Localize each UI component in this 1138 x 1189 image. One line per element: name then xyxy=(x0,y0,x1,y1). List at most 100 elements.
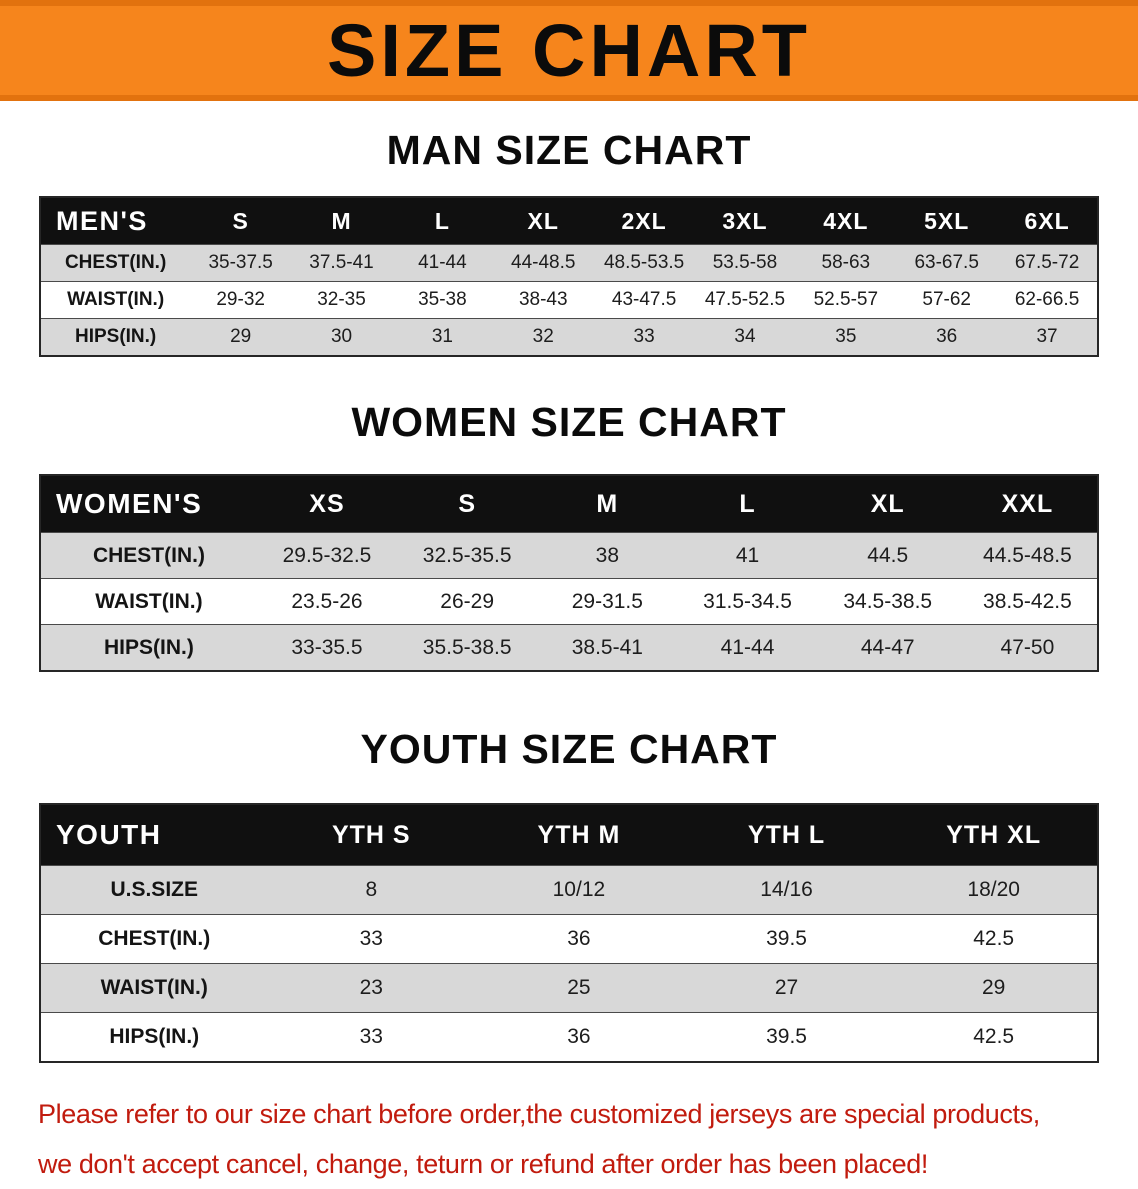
youth-header-row: YOUTH YTH S YTH M YTH L YTH XL xyxy=(40,803,1098,866)
cell: 48.5-53.5 xyxy=(593,244,695,282)
cell: 33 xyxy=(593,318,695,357)
cell: 38.5-42.5 xyxy=(957,578,1098,625)
cell: 32 xyxy=(492,318,594,357)
cell: 36 xyxy=(896,318,998,357)
youth-table-corner-label: YOUTH xyxy=(40,803,268,866)
column-header: L xyxy=(677,474,818,533)
row-label: HIPS(IN.) xyxy=(40,318,191,357)
row-label: CHEST(IN.) xyxy=(40,244,191,282)
women-size-table: WOMEN'S XS S M L XL XXL CHEST(IN.) 29.5-… xyxy=(39,474,1099,672)
column-header: 3XL xyxy=(694,196,796,245)
women-hips-row: HIPS(IN.) 33-35.5 35.5-38.5 38.5-41 41-4… xyxy=(40,624,1098,672)
cell: 31.5-34.5 xyxy=(677,578,818,625)
column-header: M xyxy=(537,474,678,533)
cell: 18/20 xyxy=(890,865,1098,915)
column-header: S xyxy=(190,196,292,245)
cell: 44-47 xyxy=(817,624,958,672)
column-header: YTH S xyxy=(267,803,476,866)
cell: 44-48.5 xyxy=(492,244,594,282)
cell: 37 xyxy=(997,318,1098,357)
cell: 33 xyxy=(267,1012,476,1063)
women-chest-row: CHEST(IN.) 29.5-32.5 32.5-35.5 38 41 44.… xyxy=(40,532,1098,579)
cell: 38-43 xyxy=(492,281,594,319)
row-label: HIPS(IN.) xyxy=(40,624,257,672)
men-size-table: MEN'S S M L XL 2XL 3XL 4XL 5XL 6XL CHEST… xyxy=(39,196,1099,357)
column-header: XXL xyxy=(957,474,1098,533)
cell: 35-37.5 xyxy=(190,244,292,282)
cell: 25 xyxy=(475,963,683,1013)
cell: 38 xyxy=(537,532,678,579)
cell: 10/12 xyxy=(475,865,683,915)
cell: 52.5-57 xyxy=(795,281,897,319)
row-label: WAIST(IN.) xyxy=(40,578,257,625)
cell: 41-44 xyxy=(391,244,493,282)
cell: 8 xyxy=(267,865,476,915)
column-header: XS xyxy=(256,474,398,533)
youth-section: YOUTH SIZE CHART YOUTH YTH S YTH M YTH L… xyxy=(0,726,1138,1063)
row-label: U.S.SIZE xyxy=(40,865,268,915)
cell: 53.5-58 xyxy=(694,244,796,282)
cell: 39.5 xyxy=(682,914,891,964)
cell: 42.5 xyxy=(890,1012,1098,1063)
cell: 35.5-38.5 xyxy=(397,624,538,672)
cell: 44.5 xyxy=(817,532,958,579)
row-label: CHEST(IN.) xyxy=(40,914,268,964)
women-table-corner-label: WOMEN'S xyxy=(40,474,257,533)
cell: 41 xyxy=(677,532,818,579)
notice-line-2: we don't accept cancel, change, teturn o… xyxy=(38,1149,928,1179)
column-header: S xyxy=(397,474,538,533)
row-label: HIPS(IN.) xyxy=(40,1012,268,1063)
column-header: 2XL xyxy=(593,196,695,245)
cell: 47.5-52.5 xyxy=(694,281,796,319)
cell: 27 xyxy=(682,963,891,1013)
youth-hips-row: HIPS(IN.) 33 36 39.5 42.5 xyxy=(40,1012,1098,1063)
column-header: M xyxy=(291,196,392,245)
cell: 33 xyxy=(267,914,476,964)
men-hips-row: HIPS(IN.) 29 30 31 32 33 34 35 36 37 xyxy=(40,318,1098,357)
cell: 58-63 xyxy=(795,244,897,282)
row-label: WAIST(IN.) xyxy=(40,281,191,319)
men-header-row: MEN'S S M L XL 2XL 3XL 4XL 5XL 6XL xyxy=(40,196,1098,245)
cell: 31 xyxy=(391,318,493,357)
cell: 26-29 xyxy=(397,578,538,625)
cell: 29 xyxy=(190,318,292,357)
cell: 67.5-72 xyxy=(997,244,1098,282)
cell: 32.5-35.5 xyxy=(397,532,538,579)
cell: 38.5-41 xyxy=(537,624,678,672)
column-header: 5XL xyxy=(896,196,998,245)
column-header: XL xyxy=(492,196,594,245)
notice-line-1: Please refer to our size chart before or… xyxy=(38,1099,1040,1129)
youth-section-heading: YOUTH SIZE CHART xyxy=(360,726,778,772)
cell: 62-66.5 xyxy=(997,281,1098,319)
cell: 29.5-32.5 xyxy=(256,532,398,579)
cell: 29 xyxy=(890,963,1098,1013)
cell: 34 xyxy=(694,318,796,357)
cell: 23.5-26 xyxy=(256,578,398,625)
cell: 39.5 xyxy=(682,1012,891,1063)
column-header: 4XL xyxy=(795,196,897,245)
cell: 35-38 xyxy=(391,281,493,319)
cell: 57-62 xyxy=(896,281,998,319)
youth-chest-row: CHEST(IN.) 33 36 39.5 42.5 xyxy=(40,914,1098,964)
column-header: 6XL xyxy=(997,196,1098,245)
women-section: WOMEN SIZE CHART WOMEN'S XS S M L XL XXL… xyxy=(0,399,1138,672)
cell: 41-44 xyxy=(677,624,818,672)
men-section: MAN SIZE CHART MEN'S S M L XL 2XL 3XL 4X… xyxy=(0,127,1138,357)
cell: 34.5-38.5 xyxy=(817,578,958,625)
cell: 29-32 xyxy=(190,281,292,319)
youth-waist-row: WAIST(IN.) 23 25 27 29 xyxy=(40,963,1098,1013)
column-header: L xyxy=(391,196,493,245)
cell: 43-47.5 xyxy=(593,281,695,319)
cell: 29-31.5 xyxy=(537,578,678,625)
column-header: YTH M xyxy=(475,803,683,866)
row-label: WAIST(IN.) xyxy=(40,963,268,1013)
column-header: YTH L xyxy=(682,803,891,866)
cell: 33-35.5 xyxy=(256,624,398,672)
men-waist-row: WAIST(IN.) 29-32 32-35 35-38 38-43 43-47… xyxy=(40,281,1098,319)
cell: 30 xyxy=(291,318,392,357)
women-section-heading: WOMEN SIZE CHART xyxy=(351,399,787,445)
women-header-row: WOMEN'S XS S M L XL XXL xyxy=(40,474,1098,533)
cell: 63-67.5 xyxy=(896,244,998,282)
cell: 42.5 xyxy=(890,914,1098,964)
